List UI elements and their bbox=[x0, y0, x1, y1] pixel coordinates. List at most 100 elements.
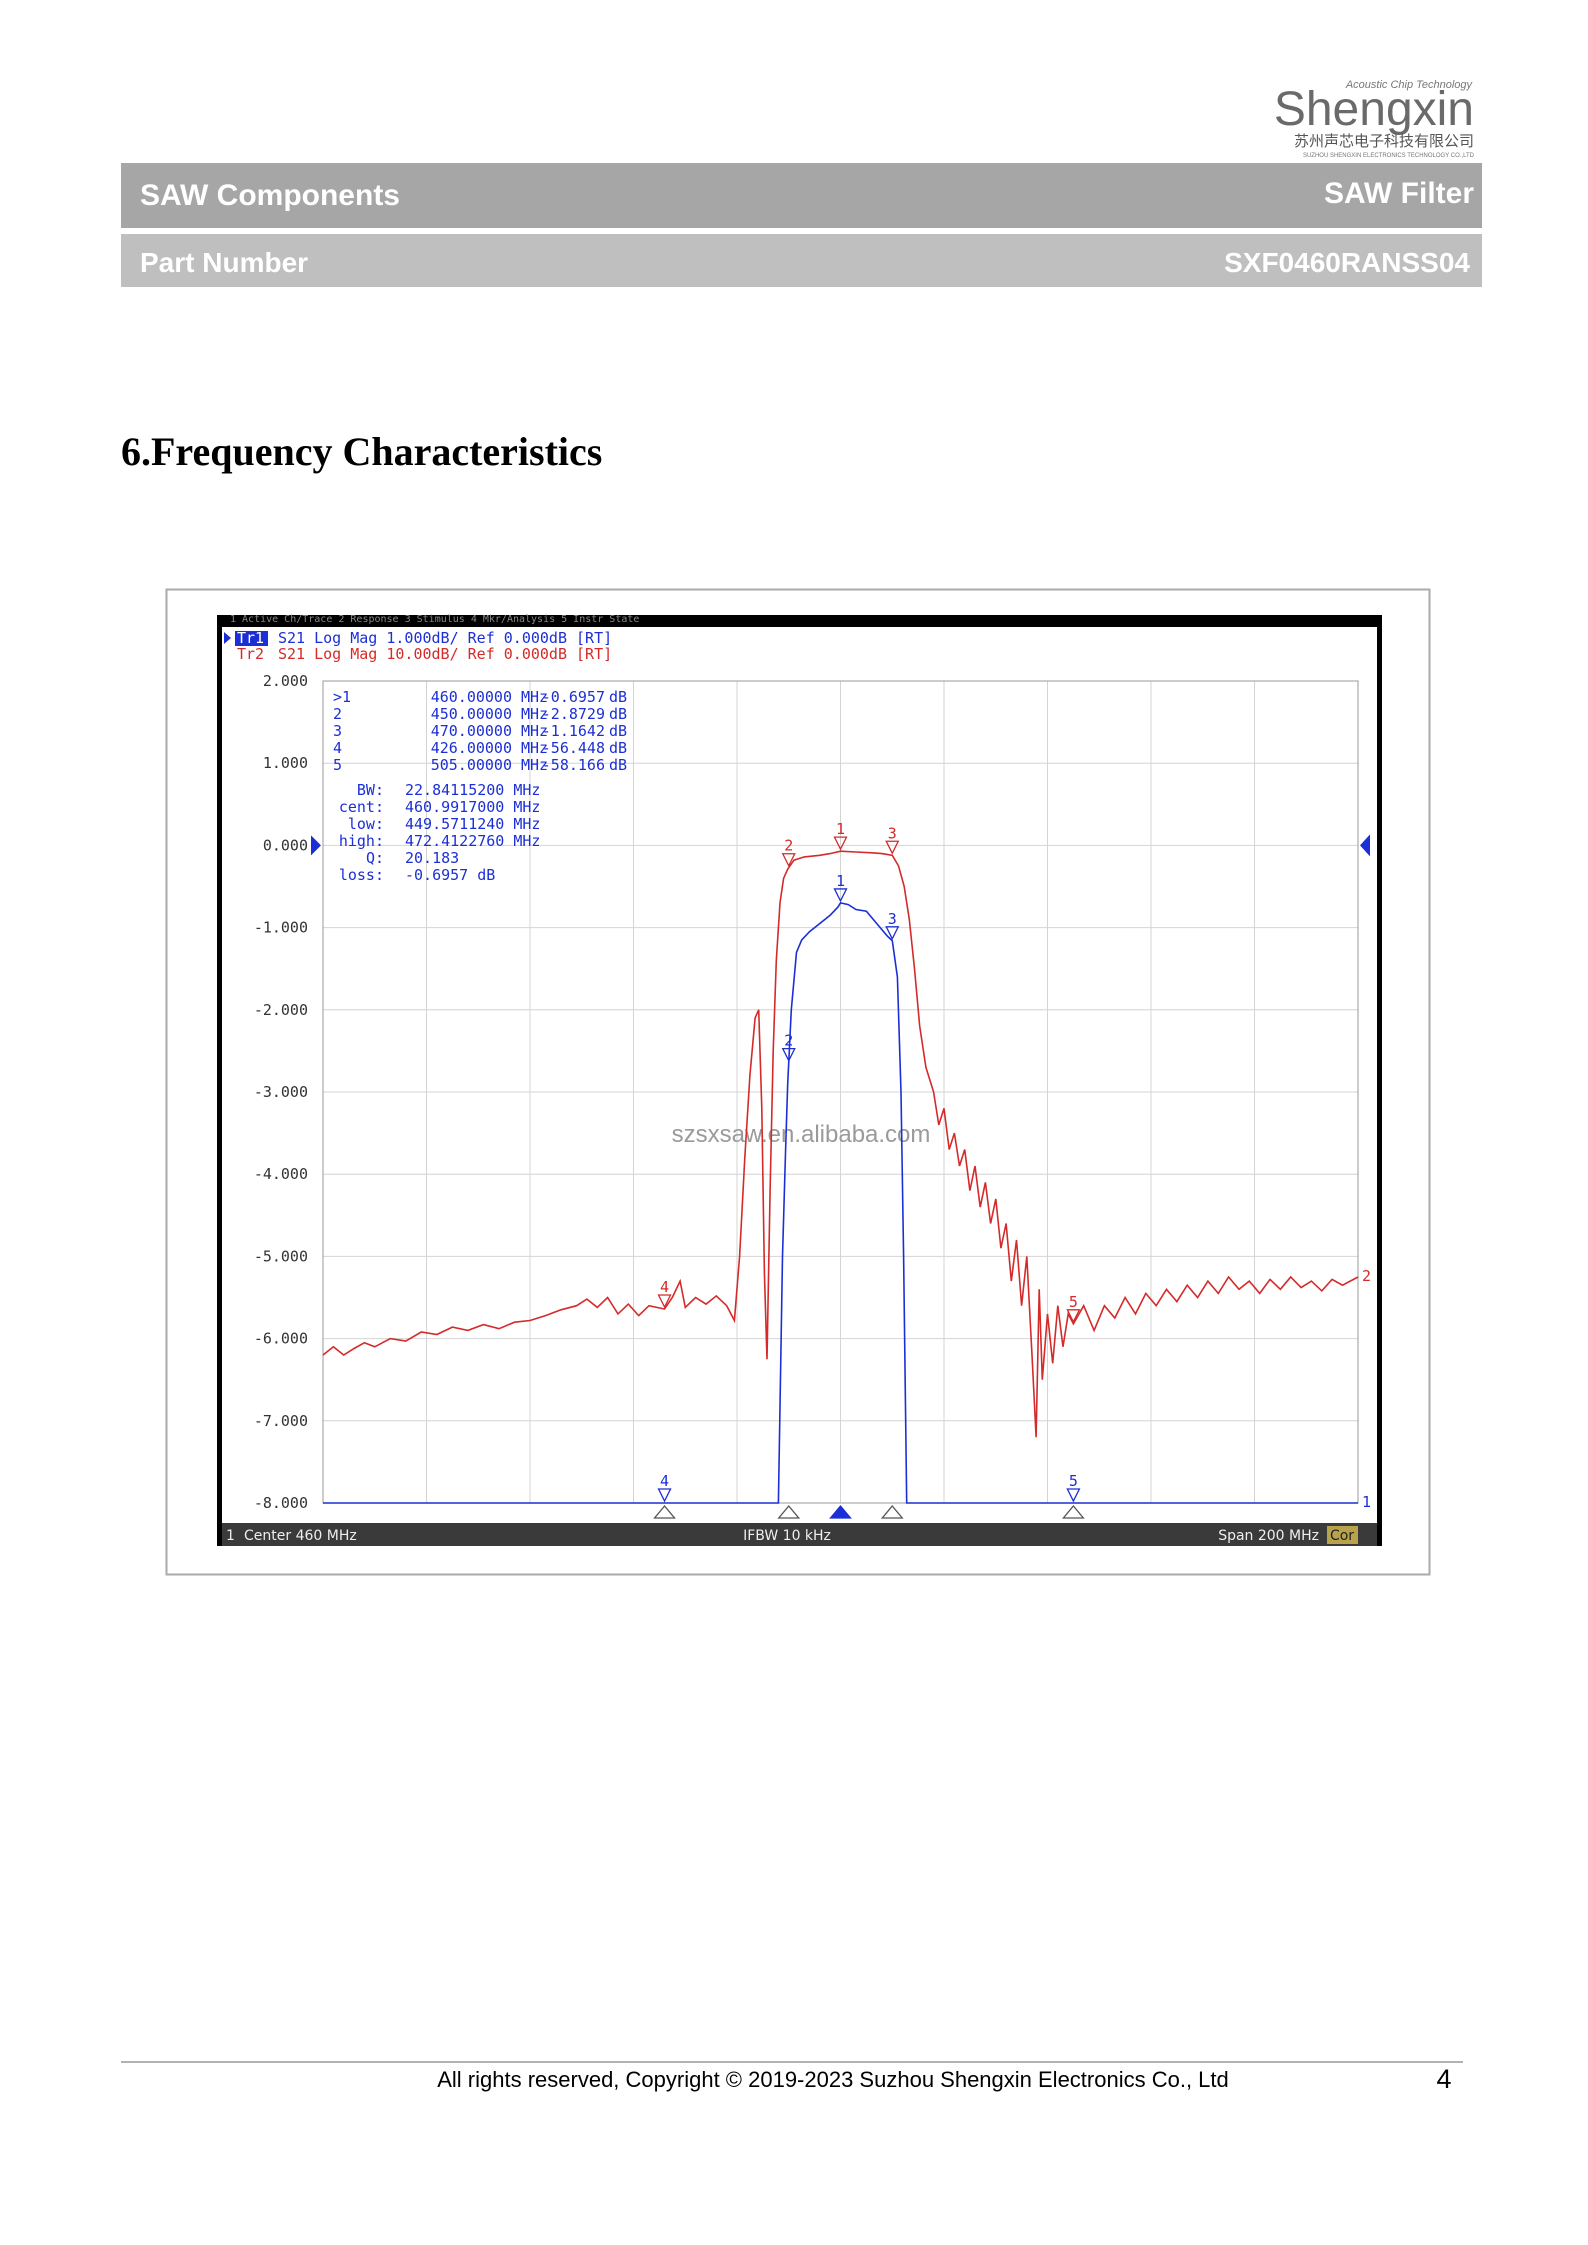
marker-triangle bbox=[781, 853, 796, 868]
status-channel: 1 bbox=[226, 1528, 235, 1544]
page-number: 4 bbox=[1436, 2064, 1451, 2094]
stat-key: BW: bbox=[357, 781, 384, 799]
stimulus-marker bbox=[653, 1504, 676, 1519]
marker-triangle bbox=[885, 926, 900, 941]
readout-unit: MHz bbox=[521, 756, 548, 774]
status-ifbw: IFBW 10 kHz bbox=[743, 1528, 831, 1544]
trace-name: Tr1 bbox=[237, 629, 264, 647]
marker-triangle bbox=[885, 840, 900, 855]
readout-freq: 450.00000 bbox=[431, 705, 512, 723]
band-2 bbox=[121, 234, 1482, 287]
readout-label: 2 bbox=[333, 705, 342, 723]
y-tick-label: -6.000 bbox=[254, 1330, 308, 1348]
readout-freq: 505.00000 bbox=[431, 756, 512, 774]
status-center: Center 460 MHz bbox=[244, 1528, 357, 1544]
ref-pointer-left bbox=[311, 835, 321, 856]
readout-label: 4 bbox=[333, 739, 342, 757]
stat-value: 22.84115200 MHz bbox=[405, 781, 540, 799]
marker-triangle bbox=[781, 1047, 796, 1063]
watermark: szsxsaw.en.alibaba.com bbox=[672, 1121, 931, 1148]
trace-end-label: 2 bbox=[1362, 1267, 1371, 1285]
stat-value: -0.6957 dB bbox=[405, 866, 495, 884]
status-cor-box bbox=[1327, 1526, 1358, 1544]
readout-freq: 470.00000 bbox=[431, 722, 512, 740]
marker-number: 4 bbox=[660, 1278, 669, 1296]
marker-triangle bbox=[1066, 1488, 1081, 1503]
marker-number: 2 bbox=[784, 837, 793, 855]
logo-chinese: 苏州声芯电子科技有限公司 bbox=[1294, 132, 1474, 150]
logo-tagline: Acoustic Chip Technology bbox=[1345, 79, 1474, 91]
readout-value: -2.8729 bbox=[542, 705, 605, 723]
readout-unit: MHz bbox=[521, 705, 548, 723]
readout-label: 3 bbox=[333, 722, 342, 740]
active-trace-pointer bbox=[224, 632, 231, 644]
readout-value: -58.166 bbox=[542, 756, 605, 774]
marker-number: 3 bbox=[888, 910, 897, 928]
marker-triangle bbox=[833, 836, 848, 851]
readout-unit: MHz bbox=[521, 739, 548, 757]
stat-key: loss: bbox=[339, 866, 384, 884]
stat-key: cent: bbox=[339, 798, 384, 816]
plot-border bbox=[322, 680, 1359, 1504]
readout-value-unit: dB bbox=[609, 705, 627, 723]
readout-value: -56.448 bbox=[542, 739, 605, 757]
stat-value: 472.4122760 MHz bbox=[405, 832, 540, 850]
marker-number: 3 bbox=[888, 824, 897, 842]
y-tick-label: -3.000 bbox=[254, 1083, 308, 1101]
y-tick-label: -2.000 bbox=[254, 1001, 308, 1019]
y-tick-label: -1.000 bbox=[254, 919, 308, 937]
marker-number: 1 bbox=[836, 872, 845, 890]
stat-key: Q: bbox=[366, 849, 384, 867]
marker-number: 5 bbox=[1069, 1472, 1078, 1490]
readout-label: >1 bbox=[333, 688, 351, 706]
readout-value-unit: dB bbox=[609, 688, 627, 706]
marker-triangle bbox=[1066, 1309, 1081, 1324]
menu-bar: 1 Active Ch/Trace 2 Response 3 Stimulus … bbox=[230, 614, 639, 625]
stat-value: 449.5711240 MHz bbox=[405, 815, 540, 833]
marker-number: 4 bbox=[660, 1472, 669, 1490]
readout-value-unit: dB bbox=[609, 756, 627, 774]
band-1 bbox=[121, 163, 1482, 228]
trace-end-label: 1 bbox=[1362, 1493, 1371, 1511]
trace-name: Tr2 bbox=[237, 645, 264, 663]
marker-triangle bbox=[657, 1294, 672, 1309]
ref-pointer-right bbox=[1360, 834, 1370, 857]
readout-freq: 460.00000 bbox=[431, 688, 512, 706]
stat-key: low: bbox=[348, 815, 384, 833]
logo-name: Shengxin bbox=[1274, 83, 1474, 136]
marker-number: 1 bbox=[836, 820, 845, 838]
section-title: 6.Frequency Characteristics bbox=[121, 429, 602, 474]
active-trace-box bbox=[235, 631, 268, 646]
readout-value-unit: dB bbox=[609, 739, 627, 757]
y-tick-label: 0.000 bbox=[263, 836, 308, 854]
readout-value-unit: dB bbox=[609, 722, 627, 740]
y-tick-label: 2.000 bbox=[263, 672, 308, 690]
screen-area bbox=[222, 627, 1377, 1523]
band-2-left: Part Number bbox=[140, 247, 308, 278]
trace-setting: S21 Log Mag 1.000dB/ Ref 0.000dB [RT] bbox=[278, 629, 612, 647]
marker-triangle bbox=[833, 888, 848, 903]
band-2-right: SXF0460RANSS04 bbox=[1224, 247, 1470, 278]
y-tick-label: -5.000 bbox=[254, 1247, 308, 1265]
band-1-right: SAW Filter bbox=[1324, 177, 1474, 210]
trace bbox=[323, 901, 1358, 1504]
y-tick-label: 1.000 bbox=[263, 754, 308, 772]
trace bbox=[322, 850, 1359, 1438]
copyright: All rights reserved, Copyright © 2019-20… bbox=[437, 2067, 1229, 2092]
status-span: Span 200 MHz bbox=[1218, 1528, 1319, 1544]
status-bar bbox=[222, 1523, 1377, 1546]
logo-english: SUZHOU SHENGXIN ELECTRONICS TECHNOLOGY C… bbox=[1303, 153, 1475, 159]
marker-number: 2 bbox=[784, 1032, 793, 1050]
stat-key: high: bbox=[339, 832, 384, 850]
marker-number: 5 bbox=[1069, 1293, 1078, 1311]
readout-label: 5 bbox=[333, 756, 342, 774]
readout-unit: MHz bbox=[521, 688, 548, 706]
readout-value: -0.6957 bbox=[542, 688, 605, 706]
marker-triangle bbox=[657, 1488, 672, 1503]
plot: 2.000 1.000 0.000 -1.000 -2.000 -3.000 -4.000 -… bbox=[224, 629, 1371, 1544]
band-1-left: SAW Components bbox=[140, 179, 400, 212]
trace-setting: S21 Log Mag 10.00dB/ Ref 0.000dB [RT] bbox=[278, 645, 612, 663]
readout-value: -1.1642 bbox=[542, 722, 605, 740]
readout-freq: 426.00000 bbox=[431, 739, 512, 757]
